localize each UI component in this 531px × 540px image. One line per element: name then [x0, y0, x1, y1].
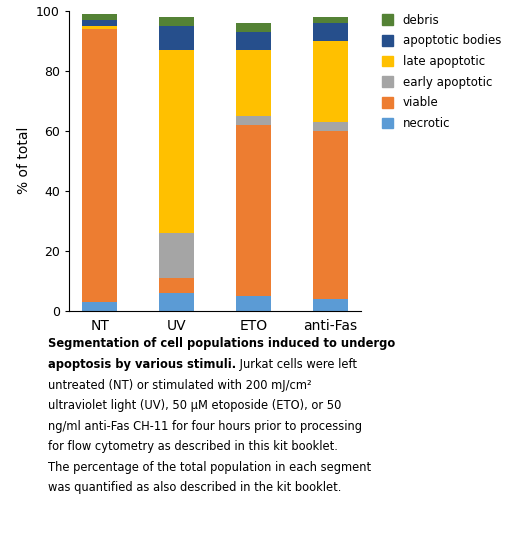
Bar	[236, 23, 271, 32]
Bar	[236, 125, 271, 295]
Text: untreated (NT) or stimulated with 200 mJ/cm²: untreated (NT) or stimulated with 200 mJ…	[48, 379, 311, 392]
Bar	[82, 301, 117, 310]
Bar	[82, 20, 117, 26]
Bar	[236, 116, 271, 125]
Bar	[159, 50, 194, 233]
Bar	[159, 278, 194, 293]
Bar	[313, 299, 348, 310]
Y-axis label: % of total: % of total	[16, 127, 31, 194]
Bar	[236, 32, 271, 50]
Bar	[159, 233, 194, 278]
Text: The percentage of the total population in each segment: The percentage of the total population i…	[48, 461, 371, 474]
Bar	[159, 293, 194, 310]
Bar	[82, 14, 117, 20]
Bar	[313, 23, 348, 40]
Text: for flow cytometry as described in this kit booklet.: for flow cytometry as described in this …	[48, 440, 338, 453]
Bar	[236, 50, 271, 116]
Bar	[159, 26, 194, 50]
Bar	[313, 17, 348, 23]
Bar	[313, 40, 348, 122]
Bar	[236, 295, 271, 310]
Text: apoptosis by various stimuli.: apoptosis by various stimuli.	[48, 358, 236, 371]
Bar	[82, 26, 117, 29]
Bar	[313, 131, 348, 299]
Text: Segmentation of cell populations induced to undergo: Segmentation of cell populations induced…	[48, 338, 395, 350]
Text: was quantified as also described in the kit booklet.: was quantified as also described in the …	[48, 481, 341, 494]
Bar	[313, 122, 348, 131]
Text: Jurkat cells were left: Jurkat cells were left	[236, 358, 357, 371]
Legend: debris, apoptotic bodies, late apoptotic, early apoptotic, viable, necrotic: debris, apoptotic bodies, late apoptotic…	[382, 14, 501, 130]
Bar	[159, 17, 194, 26]
Bar	[82, 29, 117, 301]
Text: ng/ml anti-Fas CH-11 for four hours prior to processing: ng/ml anti-Fas CH-11 for four hours prio…	[48, 420, 362, 433]
Text: ultraviolet light (UV), 50 μM etoposide (ETO), or 50: ultraviolet light (UV), 50 μM etoposide …	[48, 399, 341, 412]
